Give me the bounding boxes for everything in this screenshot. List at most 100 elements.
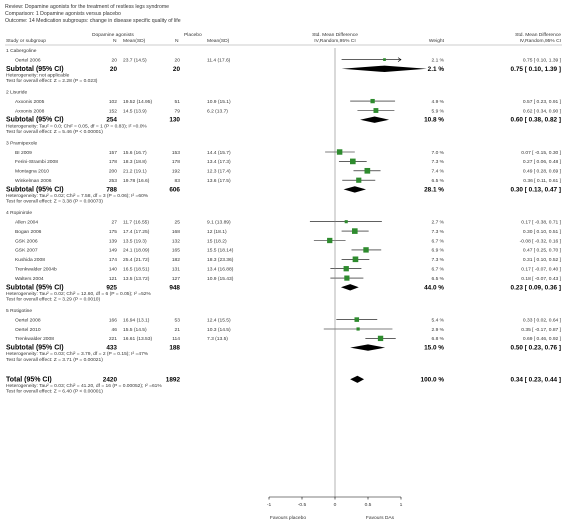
study-n2: 168 [172,229,180,235]
study-weight: 2.9 % [431,327,444,333]
study-n2: 132 [172,238,180,244]
study-ci: 0.18 [ -0.07, 0.43 ] [521,276,561,282]
mean-sd2-column-header: Mean(SD) [207,38,230,44]
study-mean-sd2: 10.9 (15.1) [207,99,231,105]
x-tick-label: -0.5 [298,502,307,508]
subtotal-label: Subtotal (95% CI) [6,66,64,73]
subgroup-title: 3 Pramipexole [6,140,38,146]
total-heterogeneity: Heterogeneity: Tau² = 0.03; Chi² = 41.20… [6,383,162,389]
study-ci: 0.35 [ -0.17, 0.87 ] [521,327,561,333]
effect-method-right-header: IV,Random,95% CI [520,38,561,44]
study-point-marker [364,167,371,174]
study-point-marker [363,247,369,253]
study-mean-sd1: 25.4 (21.72) [123,257,150,263]
study-point-marker [370,98,375,104]
study-ci: 0.30 [ 0.10, 0.51 ] [523,229,562,235]
study-mean-sd1: 17.4 (17.25) [123,229,150,235]
study-n2: 178 [172,159,180,165]
study-weight: 7.3 % [431,257,444,263]
study-mean-sd2: 12 (18.1) [207,229,227,235]
study-n2: 25 [175,220,181,226]
study-n2: 192 [172,169,180,175]
forest-rows: 1 Cabergoline Oertel 2006 20 23.7 (14.5) 20 1… [6,48,562,395]
study-weight: 6.7 % [431,238,444,244]
study-ci: 0.75 [ 0.10, 1.39 ] [523,57,562,63]
study-n1: 175 [109,229,117,235]
study-name: Winkelman 2006 [15,178,52,184]
subtotal-weight: 2.1 % [428,66,445,73]
subtotal-weight: 28.1 % [424,186,444,193]
study-mean-sd2: 12.4 (15.5) [207,317,231,323]
study-mean-sd1: 13.5 (19.3) [123,238,147,244]
study-n2: 21 [175,327,181,333]
total-weight: 100.0 % [421,376,445,383]
subtotal-n2: 606 [169,186,180,193]
study-point-marker [356,327,360,331]
subtotal-ci: 0.50 [ 0.23, 0.76 ] [511,345,561,352]
study-mean-sd1: 16.94 (13.1) [123,317,150,323]
study-weight: 6.5 % [431,276,444,282]
subtotal-ci: 0.30 [ 0.13, 0.47 ] [511,186,561,193]
study-n1: 139 [109,238,117,244]
study-mean-sd2: 12.3 (17.4) [207,169,231,175]
subgroup-heterogeneity: Heterogeneity: not applicable [6,72,70,78]
comparison-title: Comparison: 1 Dopamine agonists versus p… [5,11,121,17]
study-ci: 0.31 [ 0.10, 0.52 ] [523,257,562,263]
x-tick-label: 0 [334,502,337,508]
study-n1: 174 [109,257,117,263]
study-mean-sd2: 13.4 (16.88) [207,267,234,273]
study-mean-sd1: 11.7 (16.55) [123,220,149,226]
study-ci: 0.07 [ -0.15, 0.30 ] [521,150,561,156]
study-point-marker [352,256,359,263]
study-n2: 153 [172,150,180,156]
subgroup-overall-effect: Test for overall effect: Z = 3.38 (P = 0… [6,199,103,205]
weight-column-header: Weight [429,38,445,44]
summary-diamond [340,284,359,291]
study-mean-sd2: 15.5 (18.14) [207,248,234,254]
subtotal-weight: 10.8 % [424,117,444,124]
subtotal-n2: 948 [169,284,180,291]
study-weight: 7.0 % [431,150,444,156]
study-mean-sd1: 21.2 (19.1) [123,169,147,175]
study-weight: 7.3 % [431,159,444,165]
study-mean-sd2: 14.4 (15.7) [207,150,231,156]
study-name: GSK 2006 [15,238,38,244]
summary-diamond [360,116,390,123]
study-name: Kushida 2008 [15,257,45,263]
study-weight: 4.9 % [431,99,444,105]
study-n2: 51 [175,99,181,105]
subgroup-heterogeneity: Heterogeneity: Tau² = 0.0; Chi² = 0.05, … [6,123,147,129]
study-point-marker [350,158,356,165]
subtotal-label: Subtotal (95% CI) [6,345,64,352]
summary-diamond [341,65,427,72]
study-n1: 157 [109,150,117,156]
study-n1: 178 [109,159,117,165]
subtotal-n2: 130 [169,117,180,124]
subtotal-n1: 254 [106,117,117,124]
total-n2: 1892 [166,376,181,383]
study-mean-sd1: 19.52 (14.95) [123,99,152,105]
study-mean-sd1: 15.5 (14.5) [123,327,147,333]
study-name: Oertel 2006 [15,57,41,63]
study-mean-sd1: 24.1 (18.09) [123,248,150,254]
study-weight: 6.5 % [431,178,444,184]
n1-column-header: N [113,38,117,44]
study-mean-sd2: 10.3 (14.5) [207,327,231,333]
study-mean-sd1: 23.7 (14.5) [123,57,147,63]
subgroup-heterogeneity: Heterogeneity: Tau² = 0.02; Chi² = 7.58,… [6,193,149,199]
study-weight: 6.7 % [431,267,444,273]
summary-diamond [343,186,367,193]
study-mean-sd2: 10.9 (15.43) [207,276,234,282]
study-weight: 5.9 % [431,108,444,114]
subtotal-weight: 44.0 % [424,284,444,291]
effect-header-right-title: Std. Mean Difference [515,32,561,38]
subgroup-title: 2 Lisuride [6,90,27,96]
study-n2: 79 [175,108,181,114]
review-title: Review: Dopamine agonists for the treatm… [5,4,169,10]
subtotal-n1: 433 [106,345,117,352]
study-n2: 114 [172,336,180,342]
study-name: Trenkwalder 2004b [15,267,57,273]
study-weight: 6.9 % [431,248,444,254]
study-mean-sd1: 19.78 (16.6) [123,178,150,184]
study-mean-sd2: 13.6 (17.5) [207,178,231,184]
